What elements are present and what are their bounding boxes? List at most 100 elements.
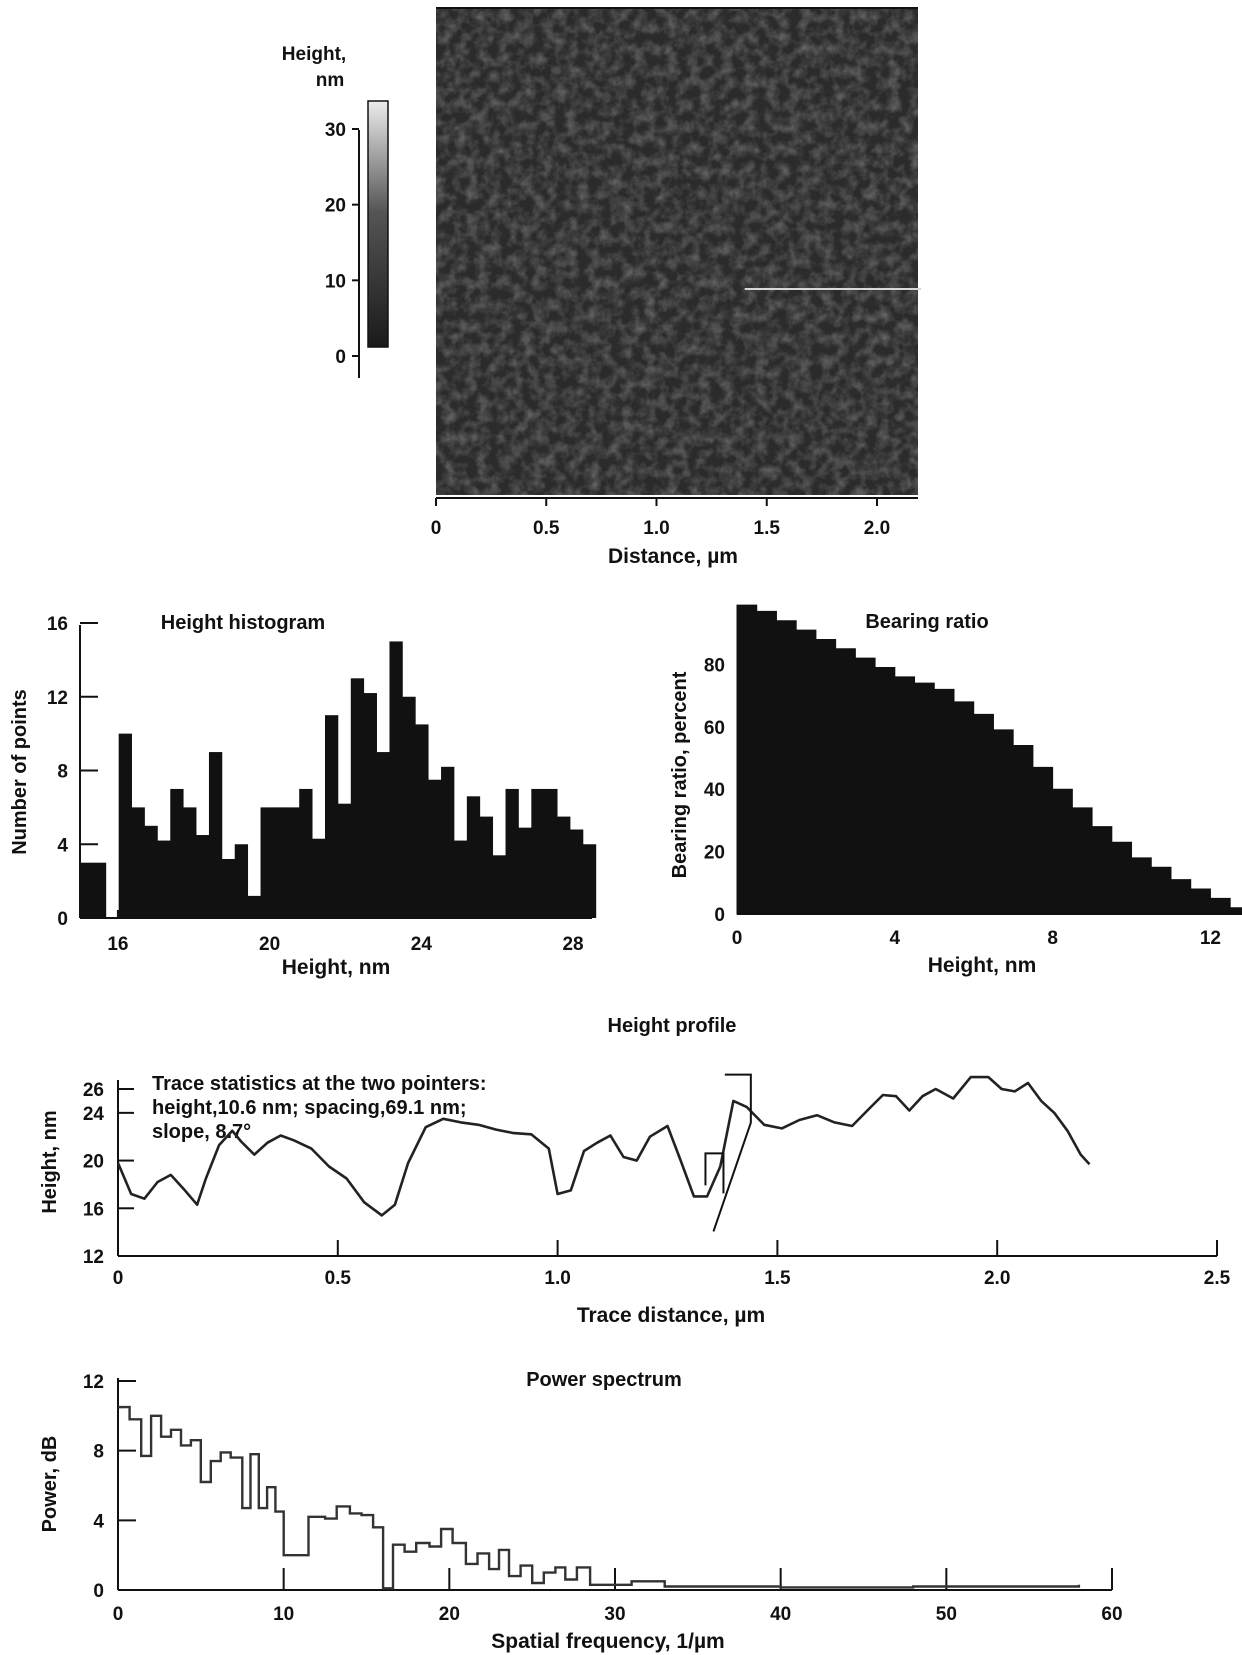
histogram-bar — [363, 693, 377, 918]
profile-x-tick-label: 2.0 — [984, 1268, 1010, 1289]
histogram-bar — [350, 678, 365, 918]
bearing-y-tick-label: 20 — [704, 843, 725, 864]
profile-y-tick-label: 16 — [83, 1199, 104, 1220]
spectrum-x-tick-label: 0 — [113, 1604, 124, 1625]
histogram-bar — [337, 803, 352, 918]
histogram-bar — [531, 788, 545, 918]
bearing-x-tick-label: 0 — [732, 928, 743, 949]
profile-x-tick-label: 2.5 — [1204, 1268, 1231, 1289]
histogram-bar — [479, 816, 494, 918]
histogram-bar — [131, 807, 145, 918]
histogram-x-label: Height, nm — [282, 956, 391, 979]
histogram-y-tick-label: 12 — [47, 688, 68, 709]
profile-y-tick-label: 24 — [83, 1104, 105, 1125]
histogram-bar — [505, 788, 519, 918]
colorbar-tick-label: 30 — [325, 120, 346, 141]
height-profile-panel: Height profile Trace statistics at the t… — [39, 1015, 1231, 1327]
bearing-ticks: 0 4 8 12 0 20 40 60 80 — [704, 655, 1221, 949]
histogram-bar — [196, 835, 210, 918]
bearing-x-tick-label: 12 — [1200, 928, 1221, 949]
histogram-x-tick-label: 20 — [259, 934, 280, 955]
afm-x-tick-label: 0 — [431, 518, 442, 539]
bearing-y-tick-label: 0 — [714, 905, 725, 926]
afm-x-ticks: 0 0.5 1.0 1.5 2.0 — [431, 498, 890, 539]
profile-y-tick-label: 12 — [83, 1247, 104, 1268]
afm-x-tick-label: 2.0 — [864, 518, 890, 539]
histogram-bar — [260, 807, 274, 918]
spectrum-y-tick-label: 4 — [93, 1511, 104, 1532]
afm-x-axis-label: Distance, µm — [608, 545, 738, 568]
histogram-bar — [273, 807, 287, 918]
histogram-bar — [441, 766, 455, 918]
histogram-bar — [389, 641, 403, 918]
profile-annotation-line3: slope, 8.7° — [152, 1121, 251, 1143]
bearing-y-tick-label: 80 — [704, 655, 725, 676]
spectrum-x-tick-label: 30 — [604, 1604, 625, 1625]
histogram-y-tick-label: 0 — [57, 909, 68, 930]
spectrum-x-tick-label: 20 — [439, 1604, 460, 1625]
histogram-bar — [183, 807, 197, 918]
profile-x-label: Trace distance, µm — [577, 1304, 765, 1327]
histogram-x-tick-label: 24 — [411, 934, 433, 955]
colorbar-tick-label: 20 — [325, 196, 346, 217]
spectrum-y-tick-label: 8 — [93, 1442, 104, 1463]
profile-y-label: Height, nm — [39, 1110, 61, 1213]
profile-y-tick-label: 20 — [83, 1152, 104, 1173]
colorbar-label-line1: Height, — [282, 44, 346, 65]
profile-y-tick-label: 26 — [83, 1080, 104, 1101]
histogram-bar — [208, 752, 223, 918]
height-profile-line — [116, 1075, 1091, 1217]
power-spectrum-line — [117, 1405, 1081, 1590]
spectrum-x-tick-label: 50 — [936, 1604, 957, 1625]
spectrum-x-label: Spatial frequency, 1/µm — [491, 1630, 724, 1653]
colorbar-tick-label: 0 — [335, 347, 346, 368]
bearing-x-label: Height, nm — [928, 954, 1037, 977]
histogram-y-label: Number of points — [9, 689, 31, 855]
bearing-y-tick-label: 60 — [704, 718, 725, 739]
afm-x-tick-label: 1.5 — [754, 518, 781, 539]
spectrum-y-label: Power, dB — [39, 1436, 61, 1533]
histogram-bar — [170, 788, 184, 918]
profile-x-tick-label: 0.5 — [325, 1268, 352, 1289]
histogram-x-tick-label: 16 — [107, 934, 128, 955]
histogram-x-tick-label: 28 — [562, 934, 583, 955]
histogram-bar — [570, 829, 584, 918]
histogram-ticks: 16 20 24 28 0 4 8 12 16 — [47, 614, 584, 955]
histogram-bars — [80, 641, 597, 918]
colorbar — [367, 100, 389, 348]
histogram-bar — [557, 816, 571, 918]
bearing-title: Bearing ratio — [865, 611, 988, 633]
histogram-bar — [492, 855, 506, 918]
histogram-bar — [325, 715, 339, 918]
histogram-bar — [466, 796, 481, 918]
histogram-bar — [118, 733, 132, 918]
spectrum-y-tick-label: 0 — [93, 1581, 104, 1602]
bearing-y-label: Bearing ratio, percent — [669, 671, 691, 878]
profile-ticks: 0 0.5 1.0 1.5 2.0 2.5 12 16 20 24 26 — [83, 1080, 1231, 1289]
spectrum-x-tick-label: 60 — [1101, 1604, 1122, 1625]
colorbar-ticks: 30 20 10 0 — [325, 120, 359, 368]
histogram-bar — [234, 844, 249, 918]
afm-x-tick-label: 0.5 — [533, 518, 560, 539]
histogram-bar — [428, 779, 442, 918]
profile-annotation-line2: height,10.6 nm; spacing,69.1 nm; — [152, 1097, 467, 1119]
histogram-bar — [299, 788, 313, 918]
histogram-bar — [80, 862, 94, 918]
afm-x-tick-label: 1.0 — [643, 518, 669, 539]
profile-x-tick-label: 0 — [113, 1268, 124, 1289]
spectrum-y-tick-label: 12 — [83, 1372, 104, 1393]
histogram-bar — [221, 859, 236, 918]
histogram-bar — [402, 696, 416, 918]
bearing-x-tick-label: 4 — [890, 928, 901, 949]
histogram-y-tick-label: 8 — [57, 762, 68, 783]
colorbar-label-line2: nm — [316, 70, 345, 91]
profile-title: Height profile — [608, 1015, 737, 1037]
histogram-bar — [582, 844, 597, 918]
histogram-bar — [157, 840, 171, 918]
pointer-markers — [704, 1073, 752, 1232]
histogram-bar — [415, 724, 429, 918]
spectrum-x-tick-label: 10 — [273, 1604, 294, 1625]
profile-annotation-line1: Trace statistics at the two pointers: — [152, 1073, 487, 1095]
profile-x-tick-label: 1.5 — [764, 1268, 791, 1289]
